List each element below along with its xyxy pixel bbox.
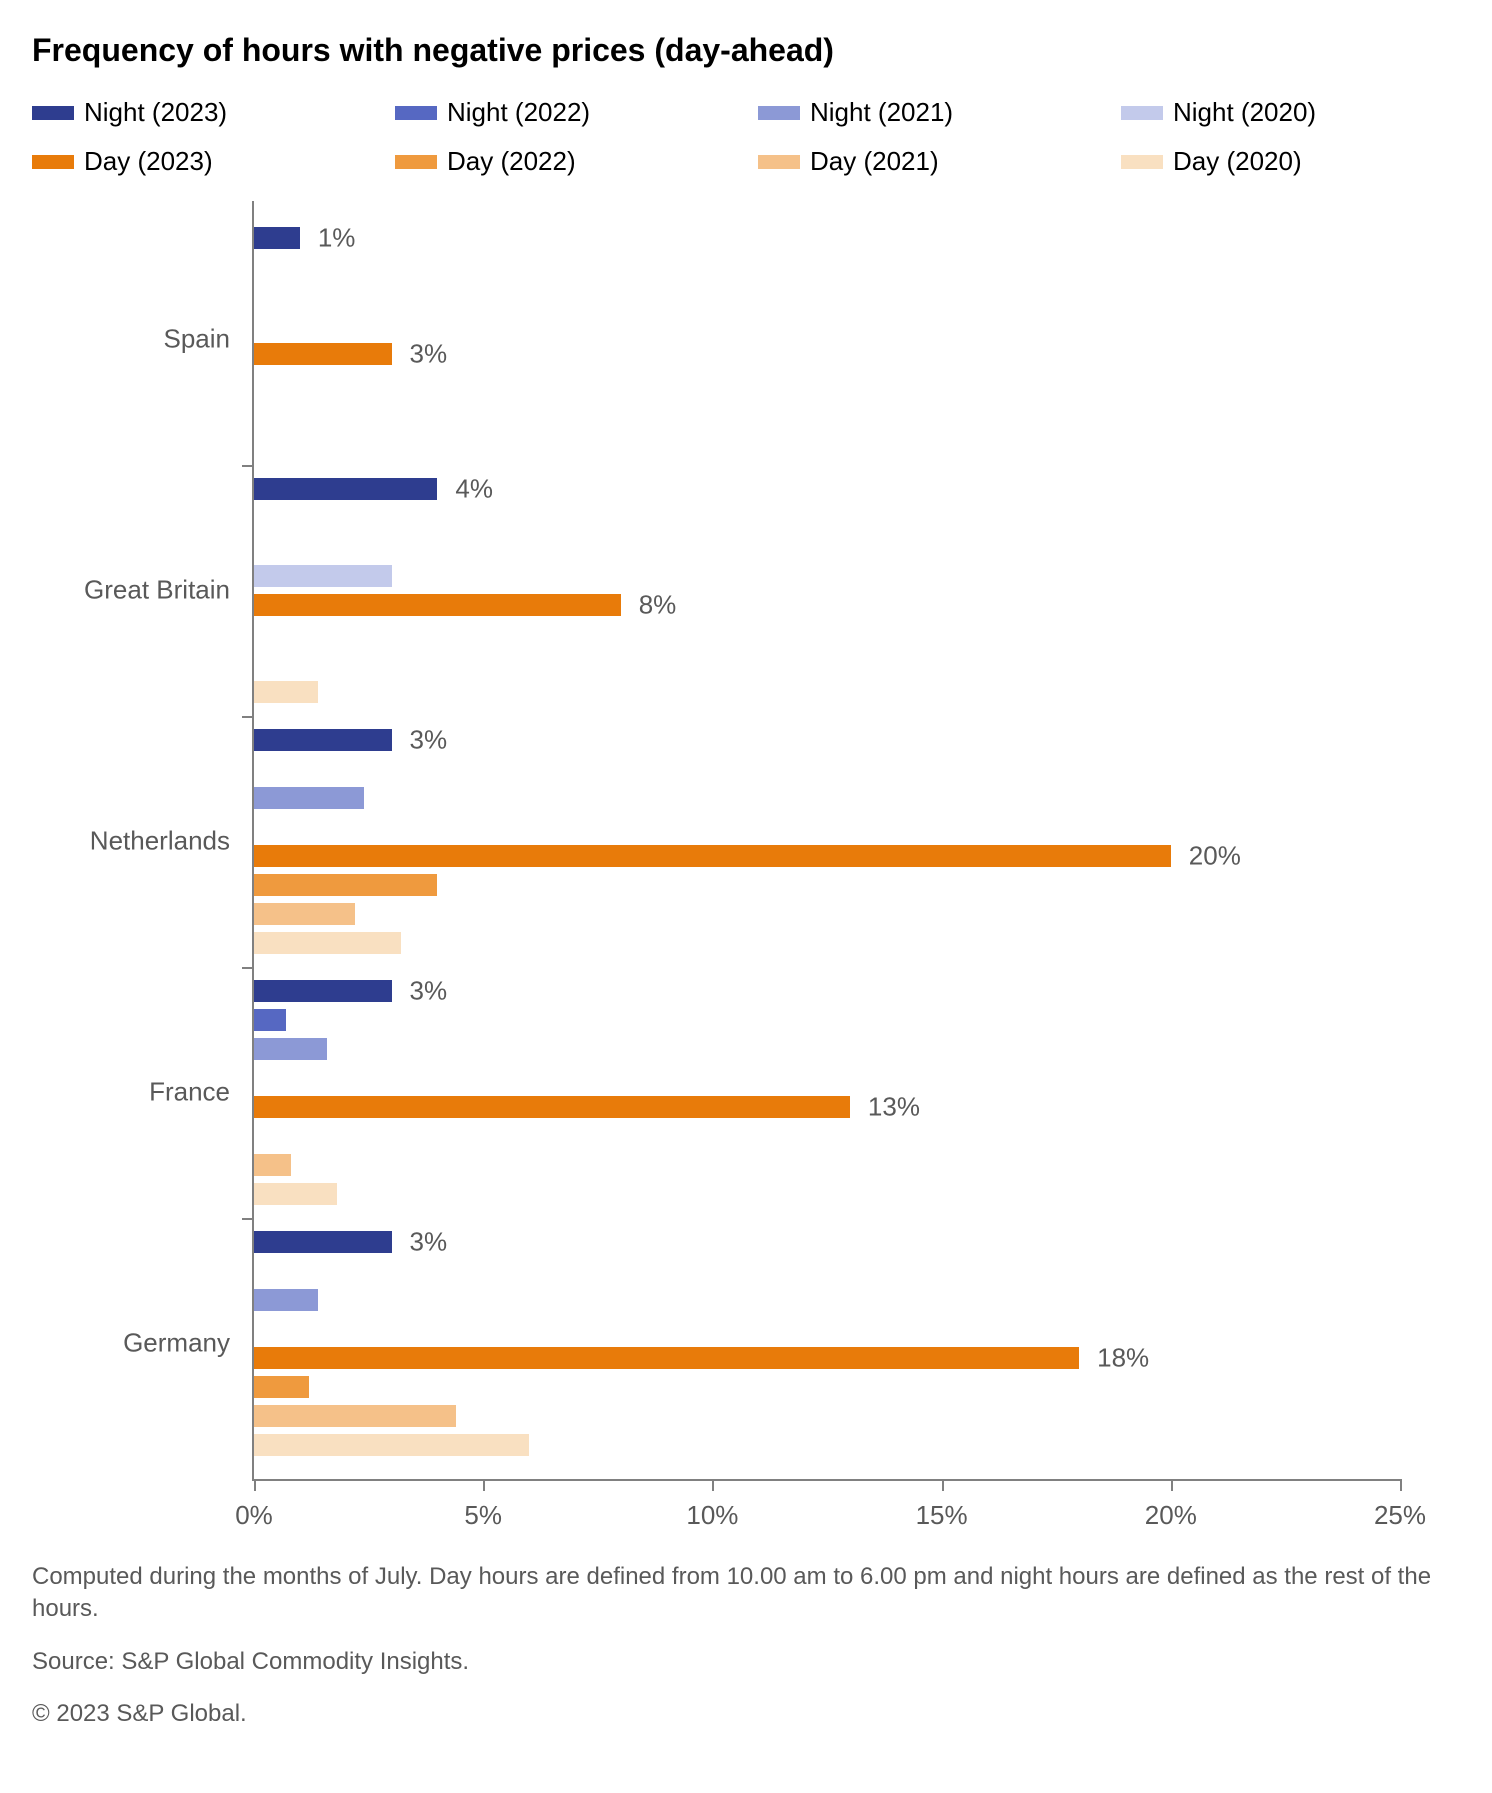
legend-swatch xyxy=(758,106,800,120)
legend-swatch xyxy=(395,106,437,120)
legend-swatch xyxy=(32,155,74,169)
legend-swatch xyxy=(1121,155,1163,169)
x-axis-tick-label: 15% xyxy=(916,1500,968,1531)
bar-data-label: 3% xyxy=(410,975,448,1006)
chart-bar xyxy=(254,874,437,896)
chart-bar xyxy=(254,681,318,703)
chart-bar xyxy=(254,1289,318,1311)
bar-data-label: 20% xyxy=(1189,840,1241,871)
chart-bar xyxy=(254,1038,327,1060)
y-axis-category-label: Great Britain xyxy=(84,575,230,606)
bar-data-label: 8% xyxy=(639,589,677,620)
bar-data-label: 1% xyxy=(318,222,356,253)
footer-copyright: © 2023 S&P Global. xyxy=(32,1698,1460,1730)
chart-bar xyxy=(254,845,1171,867)
legend-swatch xyxy=(395,155,437,169)
chart-container: Frequency of hours with negative prices … xyxy=(32,32,1460,1731)
chart-bar xyxy=(254,980,392,1002)
chart-legend: Night (2023) Night (2022) Night (2021) Nigh… xyxy=(32,97,1460,177)
legend-item: Night (2021) xyxy=(758,97,1097,128)
x-axis-tick xyxy=(1400,1479,1402,1491)
x-axis-tick xyxy=(942,1479,944,1491)
legend-label: Night (2022) xyxy=(447,97,590,128)
x-axis-tick xyxy=(712,1479,714,1491)
y-axis-category-label: Germany xyxy=(123,1328,230,1359)
y-axis-category-label: Spain xyxy=(164,324,231,355)
legend-label: Day (2023) xyxy=(84,146,213,177)
y-axis-tick xyxy=(242,1218,254,1220)
chart-bar xyxy=(254,787,364,809)
x-axis-tick-label: 5% xyxy=(464,1500,502,1531)
x-axis-tick xyxy=(254,1479,256,1491)
chart-bar xyxy=(254,565,392,587)
bar-data-label: 13% xyxy=(868,1091,920,1122)
legend-label: Night (2020) xyxy=(1173,97,1316,128)
legend-label: Night (2021) xyxy=(810,97,953,128)
legend-swatch xyxy=(32,106,74,120)
y-axis-tick xyxy=(242,967,254,969)
chart-bar xyxy=(254,1154,291,1176)
chart-bar xyxy=(254,1183,337,1205)
chart-footer: Computed during the months of July. Day … xyxy=(32,1561,1460,1731)
chart-bar xyxy=(254,478,437,500)
chart-bar xyxy=(254,1434,529,1456)
y-axis-tick xyxy=(242,465,254,467)
chart-plot-area: 0%5%10%15%20%25%Spain1%3%Great Britain4%… xyxy=(252,201,1400,1481)
legend-swatch xyxy=(758,155,800,169)
legend-item: Day (2022) xyxy=(395,146,734,177)
chart-bar xyxy=(254,932,401,954)
bar-data-label: 3% xyxy=(410,338,448,369)
chart-bar xyxy=(254,1376,309,1398)
y-axis-category-label: Netherlands xyxy=(90,826,230,857)
y-axis-category-label: France xyxy=(149,1077,230,1108)
chart-bar xyxy=(254,1096,850,1118)
legend-swatch xyxy=(1121,106,1163,120)
chart-bar xyxy=(254,1231,392,1253)
legend-item: Night (2023) xyxy=(32,97,371,128)
x-axis-tick-label: 0% xyxy=(235,1500,273,1531)
legend-item: Day (2020) xyxy=(1121,146,1460,177)
bar-data-label: 18% xyxy=(1097,1342,1149,1373)
x-axis-tick-label: 25% xyxy=(1374,1500,1426,1531)
legend-label: Day (2022) xyxy=(447,146,576,177)
chart-bar xyxy=(254,1009,286,1031)
chart-bar xyxy=(254,594,621,616)
chart-bar xyxy=(254,1347,1079,1369)
legend-item: Night (2022) xyxy=(395,97,734,128)
legend-label: Night (2023) xyxy=(84,97,227,128)
bar-data-label: 3% xyxy=(410,1226,448,1257)
chart-bar xyxy=(254,729,392,751)
legend-item: Night (2020) xyxy=(1121,97,1460,128)
footer-source: Source: S&P Global Commodity Insights. xyxy=(32,1646,1460,1678)
x-axis-tick xyxy=(483,1479,485,1491)
legend-item: Day (2023) xyxy=(32,146,371,177)
chart-bar xyxy=(254,227,300,249)
x-axis-tick xyxy=(1171,1479,1173,1491)
y-axis-tick xyxy=(242,716,254,718)
legend-label: Day (2020) xyxy=(1173,146,1302,177)
x-axis-tick-label: 10% xyxy=(686,1500,738,1531)
bar-data-label: 3% xyxy=(410,724,448,755)
x-axis-tick-label: 20% xyxy=(1145,1500,1197,1531)
chart-bar xyxy=(254,1405,456,1427)
chart-title: Frequency of hours with negative prices … xyxy=(32,32,1460,69)
bar-data-label: 4% xyxy=(455,473,493,504)
chart-bar xyxy=(254,343,392,365)
chart-bar xyxy=(254,903,355,925)
footer-note: Computed during the months of July. Day … xyxy=(32,1561,1460,1626)
legend-label: Day (2021) xyxy=(810,146,939,177)
legend-item: Day (2021) xyxy=(758,146,1097,177)
